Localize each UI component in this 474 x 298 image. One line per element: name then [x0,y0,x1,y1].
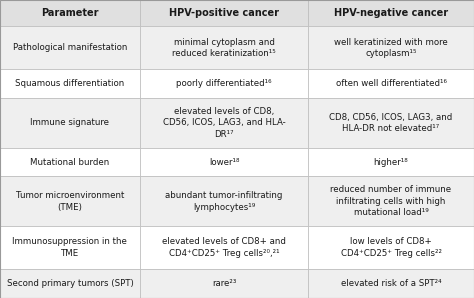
Bar [308,226,474,269]
Bar [308,269,474,298]
Text: HPV-positive cancer: HPV-positive cancer [169,8,279,18]
Text: Tumor microenvironment
(TME): Tumor microenvironment (TME) [16,191,124,212]
Bar [0,148,140,176]
Bar [0,26,140,69]
Bar [140,26,308,69]
Bar [0,269,140,298]
Text: well keratinized with more
cytoplasm¹⁵: well keratinized with more cytoplasm¹⁵ [334,38,448,58]
Bar [140,269,308,298]
Text: higher¹⁸: higher¹⁸ [374,158,409,167]
Text: CD8, CD56, ICOS, LAG3, and
HLA-DR not elevated¹⁷: CD8, CD56, ICOS, LAG3, and HLA-DR not el… [329,113,453,133]
Text: rare²³: rare²³ [212,279,236,288]
Text: Immune signature: Immune signature [30,118,109,128]
Bar [0,69,140,98]
Text: reduced number of immune
infiltrating cells with high
mutational load¹⁹: reduced number of immune infiltrating ce… [330,185,452,217]
Text: Second primary tumors (SPT): Second primary tumors (SPT) [7,279,133,288]
Text: elevated levels of CD8+ and
CD4⁺CD25⁺ Treg cells²⁰,²¹: elevated levels of CD8+ and CD4⁺CD25⁺ Tr… [162,238,286,258]
Bar [140,148,308,176]
Bar [308,148,474,176]
Bar [308,0,474,26]
Text: abundant tumor-infiltrating
lymphocytes¹⁹: abundant tumor-infiltrating lymphocytes¹… [165,191,283,212]
Bar [0,0,140,26]
Text: often well differentiated¹⁶: often well differentiated¹⁶ [336,79,447,88]
Text: Immunosuppression in the
TME: Immunosuppression in the TME [12,238,128,258]
Text: Pathological manifestation: Pathological manifestation [13,43,127,52]
Bar [0,226,140,269]
Bar [308,176,474,226]
Bar [308,26,474,69]
Text: minimal cytoplasm and
reduced keratinization¹⁵: minimal cytoplasm and reduced keratiniza… [172,38,276,58]
Bar [140,69,308,98]
Text: Squamous differentiation: Squamous differentiation [15,79,125,88]
Bar [0,98,140,148]
Text: lower¹⁸: lower¹⁸ [209,158,239,167]
Bar [308,69,474,98]
Bar [140,0,308,26]
Bar [0,176,140,226]
Text: poorly differentiated¹⁶: poorly differentiated¹⁶ [176,79,272,88]
Text: elevated risk of a SPT²⁴: elevated risk of a SPT²⁴ [341,279,441,288]
Bar [140,98,308,148]
Text: HPV-negative cancer: HPV-negative cancer [334,8,448,18]
Text: low levels of CD8+
CD4⁺CD25⁺ Treg cells²²: low levels of CD8+ CD4⁺CD25⁺ Treg cells²… [340,238,442,258]
Text: Mutational burden: Mutational burden [30,158,109,167]
Text: elevated levels of CD8,
CD56, ICOS, LAG3, and HLA-
DR¹⁷: elevated levels of CD8, CD56, ICOS, LAG3… [163,107,285,139]
Bar [140,226,308,269]
Bar [308,98,474,148]
Text: Parameter: Parameter [41,8,99,18]
Bar [140,176,308,226]
